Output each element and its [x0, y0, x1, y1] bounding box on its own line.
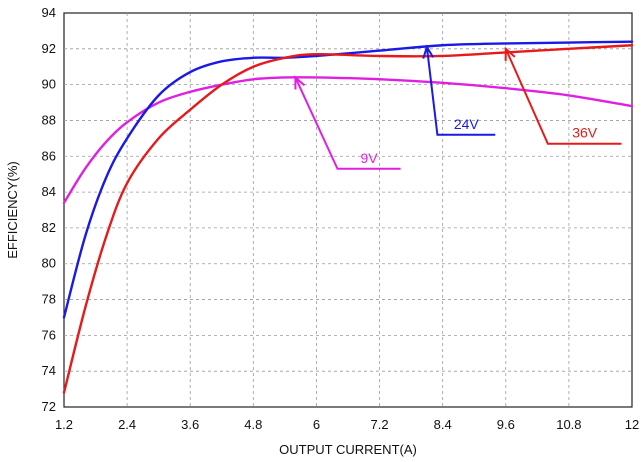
- callout-label-36v: 36V: [572, 125, 598, 141]
- series-line-9v: [62, 76, 634, 205]
- callout-arrowhead-9v: [294, 75, 306, 90]
- y-axis-title: EFFICIENCY(%): [5, 161, 20, 259]
- y-tick-labels: 72 74 76 78 80 82 84 86 88 90 92 94: [42, 5, 56, 414]
- plot-area: [63, 12, 633, 408]
- callout-line-9v: [294, 77, 401, 170]
- y-tick-label: 76: [42, 327, 56, 342]
- y-tick-label: 72: [42, 399, 56, 414]
- x-tick-label: 1.2: [55, 417, 73, 432]
- y-tick-label: 80: [42, 256, 56, 271]
- callout-label-24v: 24V: [454, 116, 480, 132]
- y-tick-label: 94: [42, 5, 56, 20]
- callout-label-9v: 9V: [360, 150, 378, 166]
- y-tick-label: 82: [42, 220, 56, 235]
- x-tick-label: 3.6: [181, 417, 199, 432]
- x-tick-label: 6: [313, 417, 320, 432]
- callout-arrowhead-24v: [422, 44, 435, 59]
- y-tick-label: 74: [42, 363, 56, 378]
- x-tick-label: 2.4: [118, 417, 136, 432]
- x-tick-label: 7.2: [371, 417, 389, 432]
- x-tick-label: 12: [625, 417, 639, 432]
- series-group: [62, 40, 634, 394]
- x-tick-labels: 1.2 2.4 3.6 4.8 6 7.2 8.4 9.6 10.8 12: [55, 417, 639, 432]
- x-tick-label: 4.8: [244, 417, 262, 432]
- x-tick-label: 9.6: [497, 417, 515, 432]
- y-tick-label: 78: [42, 292, 56, 307]
- y-tick-label: 92: [42, 41, 56, 56]
- y-tick-label: 84: [42, 184, 56, 199]
- callout-arrowhead-36v: [504, 46, 516, 61]
- callout-group: 9V 24V 36V: [294, 44, 622, 170]
- callout-line-24v: [425, 46, 496, 136]
- y-tick-label: 90: [42, 77, 56, 92]
- grid-lines: [64, 13, 632, 407]
- series-line-24v: [62, 40, 634, 319]
- y-tick-label: 86: [42, 148, 56, 163]
- x-tick-label: 10.8: [556, 417, 581, 432]
- callout-line-36v: [504, 48, 622, 145]
- series-line-36v: [62, 44, 634, 394]
- x-axis-title: OUTPUT CURRENT(A): [279, 442, 417, 457]
- y-tick-label: 88: [42, 112, 56, 127]
- x-tick-label: 8.4: [434, 417, 452, 432]
